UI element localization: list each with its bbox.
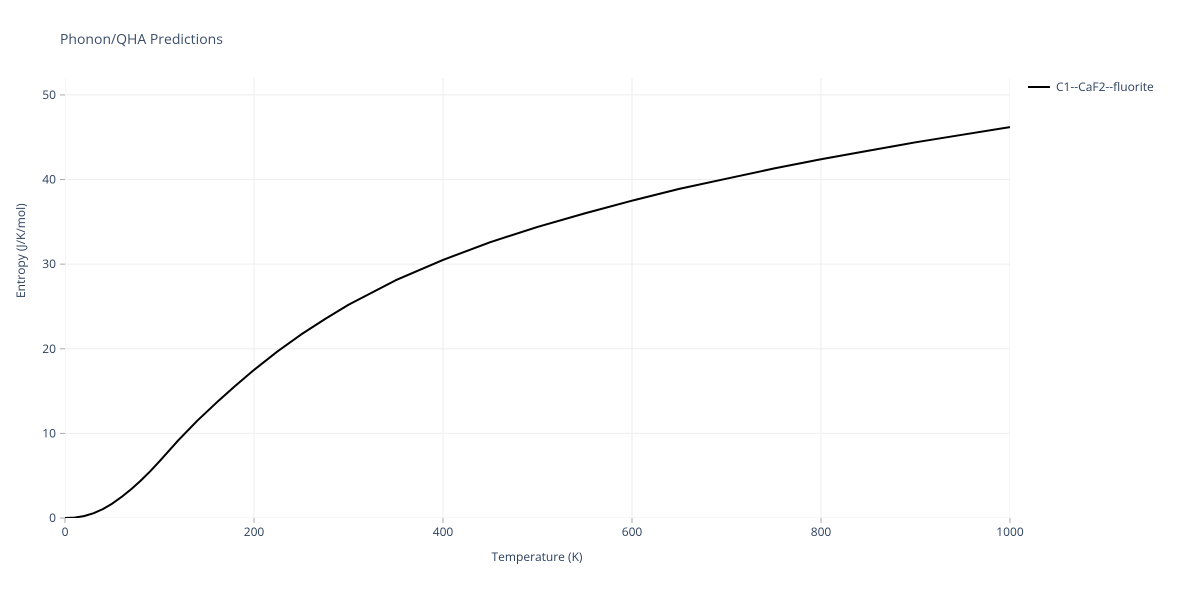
svg-text:10: 10 (42, 424, 56, 441)
y-axis-label: Entropy (J/K/mol) (12, 203, 29, 298)
svg-text:600: 600 (622, 523, 643, 540)
x-axis-label: Temperature (K) (492, 548, 583, 565)
svg-text:400: 400 (433, 523, 454, 540)
svg-text:40: 40 (42, 171, 56, 188)
series-line[interactable] (65, 127, 1010, 518)
plot-svg (65, 78, 1010, 518)
chart-container: Phonon/QHA Predictions Entropy (J/K/mol)… (0, 0, 1200, 600)
svg-text:30: 30 (42, 255, 56, 272)
svg-text:20: 20 (42, 340, 56, 357)
svg-text:0: 0 (62, 523, 69, 540)
legend-swatch (1028, 86, 1050, 88)
legend-label: C1--CaF2--fluorite (1056, 78, 1154, 95)
svg-text:200: 200 (244, 523, 265, 540)
chart-title: Phonon/QHA Predictions (60, 30, 223, 49)
plot-area[interactable] (65, 78, 1010, 518)
svg-text:1000: 1000 (996, 523, 1024, 540)
svg-text:50: 50 (42, 86, 56, 103)
svg-text:0: 0 (49, 509, 56, 526)
legend[interactable]: C1--CaF2--fluorite (1028, 78, 1154, 95)
svg-text:800: 800 (811, 523, 832, 540)
